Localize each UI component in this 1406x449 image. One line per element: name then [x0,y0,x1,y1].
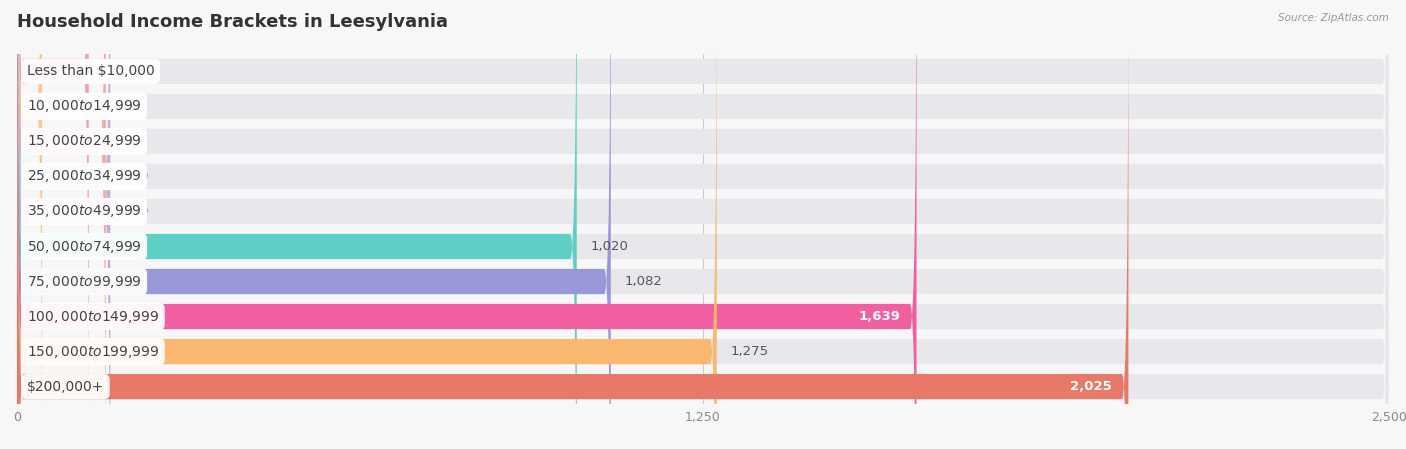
Text: $25,000 to $34,999: $25,000 to $34,999 [27,168,142,185]
FancyBboxPatch shape [17,0,917,449]
Text: $75,000 to $99,999: $75,000 to $99,999 [27,273,142,290]
Text: $35,000 to $49,999: $35,000 to $49,999 [27,203,142,220]
Text: $150,000 to $199,999: $150,000 to $199,999 [27,343,159,360]
FancyBboxPatch shape [17,0,1389,449]
Text: $50,000 to $74,999: $50,000 to $74,999 [27,238,142,255]
FancyBboxPatch shape [17,0,1389,449]
Text: 46: 46 [56,100,73,113]
FancyBboxPatch shape [17,0,1389,449]
FancyBboxPatch shape [17,0,1389,449]
FancyBboxPatch shape [17,0,717,449]
FancyBboxPatch shape [17,0,110,449]
Text: 170: 170 [124,205,149,218]
FancyBboxPatch shape [17,0,1389,449]
FancyBboxPatch shape [17,0,89,449]
Text: Household Income Brackets in Leesylvania: Household Income Brackets in Leesylvania [17,13,449,31]
FancyBboxPatch shape [17,0,1389,449]
Text: $200,000+: $200,000+ [27,379,104,394]
FancyBboxPatch shape [17,0,1389,449]
Text: 2,025: 2,025 [1070,380,1112,393]
Text: 1,082: 1,082 [624,275,662,288]
FancyBboxPatch shape [17,0,42,449]
Text: $10,000 to $14,999: $10,000 to $14,999 [27,98,142,114]
FancyBboxPatch shape [17,0,105,449]
FancyBboxPatch shape [17,0,1389,449]
Text: Less than $10,000: Less than $10,000 [27,64,155,79]
Text: 131: 131 [103,65,128,78]
FancyBboxPatch shape [17,0,576,449]
FancyBboxPatch shape [17,0,1389,449]
Text: 1,020: 1,020 [591,240,628,253]
FancyBboxPatch shape [17,0,110,449]
FancyBboxPatch shape [17,0,1129,449]
Text: $100,000 to $149,999: $100,000 to $149,999 [27,308,159,325]
Text: 162: 162 [120,135,145,148]
Text: 1,639: 1,639 [858,310,900,323]
Text: Source: ZipAtlas.com: Source: ZipAtlas.com [1278,13,1389,23]
Text: 170: 170 [124,170,149,183]
FancyBboxPatch shape [17,0,610,449]
Text: $15,000 to $24,999: $15,000 to $24,999 [27,133,142,150]
Text: 1,275: 1,275 [731,345,769,358]
FancyBboxPatch shape [17,0,1389,449]
